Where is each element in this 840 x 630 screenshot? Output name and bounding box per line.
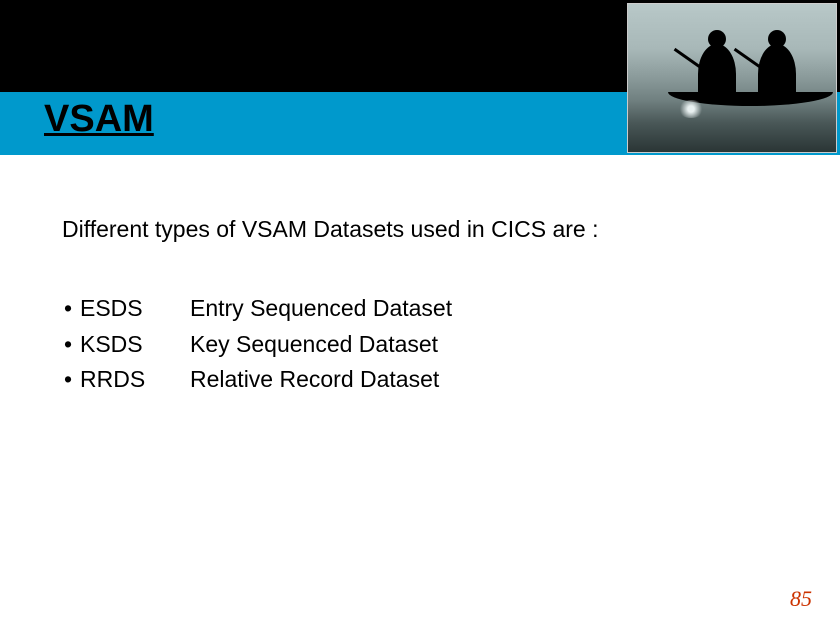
rower-silhouette [758, 44, 796, 94]
list-item: • KSDS Key Sequenced Dataset [56, 327, 782, 363]
list-item: • RRDS Relative Record Dataset [56, 362, 782, 398]
item-abbr: RRDS [80, 362, 190, 398]
bullet-icon: • [56, 291, 80, 327]
item-description: Key Sequenced Dataset [190, 327, 782, 363]
water-splash [678, 100, 704, 118]
bullet-list: • ESDS Entry Sequenced Dataset • KSDS Ke… [56, 291, 782, 398]
intro-text: Different types of VSAM Datasets used in… [62, 216, 782, 243]
item-description: Relative Record Dataset [190, 362, 782, 398]
header-image [627, 3, 837, 153]
slide-title: VSAM [44, 98, 154, 141]
bullet-icon: • [56, 327, 80, 363]
item-abbr: KSDS [80, 327, 190, 363]
bullet-icon: • [56, 362, 80, 398]
item-description: Entry Sequenced Dataset [190, 291, 782, 327]
rower-silhouette [698, 44, 736, 94]
list-item: • ESDS Entry Sequenced Dataset [56, 291, 782, 327]
slide-content: Different types of VSAM Datasets used in… [62, 216, 782, 398]
item-abbr: ESDS [80, 291, 190, 327]
page-number: 85 [790, 586, 812, 612]
